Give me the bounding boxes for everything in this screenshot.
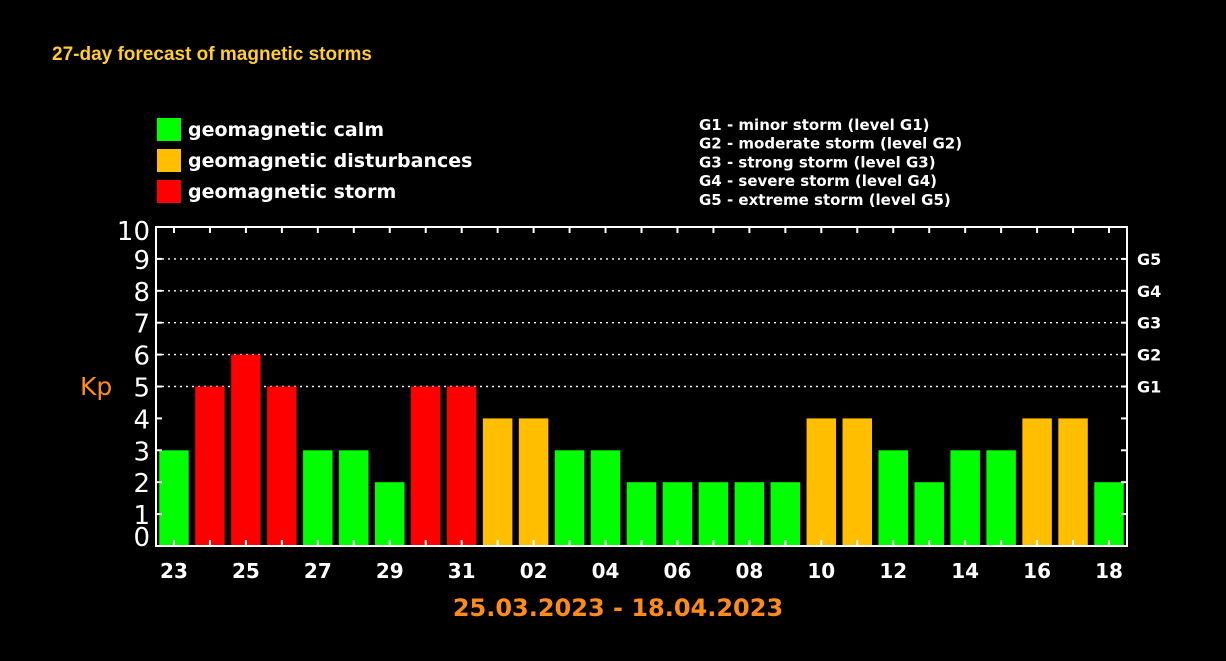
bar-12 [878,450,908,546]
bar-28 [339,450,369,546]
bar-07 [698,482,729,546]
storm-scale-note: G5 - extreme storm (level G5) [699,191,951,209]
x-tick-label-12: 12 [879,559,907,583]
bar-29 [375,482,405,546]
y-tick-label: 9 [133,246,150,276]
x-tick-label-10: 10 [807,559,835,583]
bar-30 [410,386,441,546]
y-tick-label: 7 [133,310,150,340]
x-tick-label-08: 08 [735,559,763,583]
x-tick-label-02: 02 [520,559,548,583]
storm-scale-note: G4 - severe storm (level G4) [699,172,937,190]
bar-14 [950,450,980,546]
y-tick-label: 5 [133,374,150,404]
legend-swatch-storm [157,180,181,203]
storm-level-label-g5: G5 [1137,250,1161,269]
bar-11 [842,418,873,546]
bar-06 [662,482,693,546]
bar-09 [770,482,801,546]
storm-level-label-g3: G3 [1137,314,1161,333]
page-title: 27-day forecast of magnetic storms [52,44,372,65]
storm-level-label-g1: G1 [1137,378,1161,397]
bar-01 [482,418,513,546]
x-tick-label-18: 18 [1095,559,1123,583]
y-tick-label: 0 [133,523,150,553]
bar-13 [914,482,944,546]
bar-27 [303,450,333,546]
bar-04 [590,450,621,546]
x-tick-label-04: 04 [592,559,620,583]
bar-05 [626,482,657,546]
legend-label-storm: geomagnetic storm [188,181,396,203]
y-axis-label: Kp [80,372,112,401]
bar-31 [446,386,477,546]
y-tick-label: 3 [133,437,150,467]
bar-03 [554,450,585,546]
bar-15 [986,450,1016,546]
y-tick-label: 8 [133,278,150,308]
x-tick-label-06: 06 [664,559,692,583]
bar-16 [1022,418,1052,546]
bar-24 [195,386,225,546]
bar-23 [159,450,189,546]
legend-label-disturbances: geomagnetic disturbances [188,150,472,172]
bar-18 [1094,482,1124,546]
storm-scale-note: G1 - minor storm (level G1) [699,116,930,134]
legend-swatch-disturbances [157,149,181,172]
x-tick-label-23: 23 [160,559,188,583]
x-tick-label-27: 27 [304,559,332,583]
y-tick-label: 6 [133,342,150,372]
y-tick-label: 1 [133,501,150,531]
x-tick-label-16: 16 [1023,559,1051,583]
x-tick-label-14: 14 [951,559,979,583]
bar-17 [1058,418,1088,546]
y-tick-label: 4 [133,405,150,435]
bar-08 [734,482,765,546]
legend-swatch-calm [157,118,181,141]
bar-25 [231,354,261,546]
x-tick-label-25: 25 [232,559,260,583]
x-axis-label: 25.03.2023 - 18.04.2023 [453,594,783,622]
storm-scale-note: G2 - moderate storm (level G2) [699,135,962,153]
x-tick-label-29: 29 [376,559,404,583]
x-tick-label-31: 31 [448,559,476,583]
y-tick-label: 10 [117,217,150,247]
storm-level-label-g2: G2 [1137,346,1161,365]
legend-label-calm: geomagnetic calm [188,119,384,141]
bar-10 [806,418,837,546]
storm-scale-note: G3 - strong storm (level G3) [699,153,936,171]
bar-26 [267,386,297,546]
storm-level-label-g4: G4 [1137,282,1161,301]
y-tick-label: 2 [133,469,150,499]
bar-02 [518,418,549,546]
